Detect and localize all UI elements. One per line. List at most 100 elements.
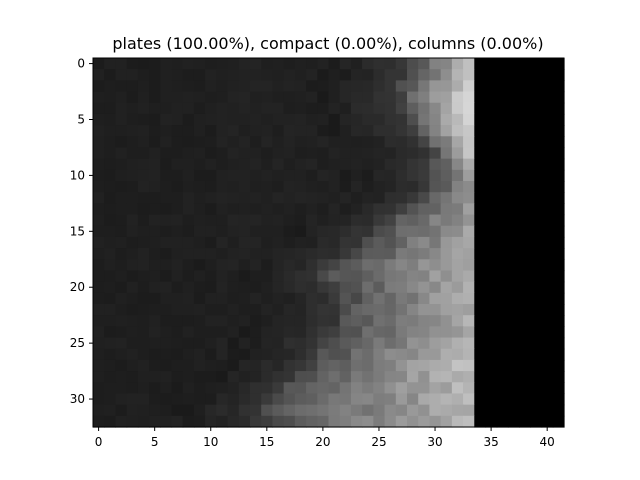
heatmap-cell xyxy=(339,58,352,70)
heatmap-cell xyxy=(463,136,475,149)
heatmap-cell xyxy=(115,348,128,361)
heatmap-cell xyxy=(328,214,341,227)
heatmap-cell xyxy=(261,415,274,428)
heatmap-cell xyxy=(552,91,565,104)
heatmap-cell xyxy=(294,359,307,372)
heatmap-cell xyxy=(104,214,117,227)
heatmap-cell xyxy=(126,80,139,93)
heatmap-cell xyxy=(552,270,565,283)
heatmap-cell xyxy=(362,169,374,182)
heatmap-cell xyxy=(149,136,161,149)
heatmap-cell xyxy=(418,214,431,227)
heatmap-cell xyxy=(306,113,318,126)
heatmap-cell xyxy=(182,326,195,339)
heatmap-cell xyxy=(373,225,386,238)
heatmap-cell xyxy=(541,382,554,395)
heatmap-cell xyxy=(440,259,453,272)
heatmap-cell xyxy=(261,348,274,361)
heatmap-cell xyxy=(519,80,531,93)
heatmap-cell xyxy=(193,136,206,149)
heatmap-cell xyxy=(283,214,296,227)
heatmap-cell xyxy=(306,181,318,193)
heatmap-cell xyxy=(541,326,554,339)
heatmap-cell xyxy=(395,248,408,260)
heatmap-cell xyxy=(272,281,285,294)
heatmap-cell xyxy=(541,91,554,104)
heatmap-cell xyxy=(463,225,475,238)
heatmap-cell xyxy=(407,69,419,81)
heatmap-cell xyxy=(552,125,565,137)
heatmap-cell xyxy=(384,281,397,294)
heatmap-cell xyxy=(474,158,487,171)
heatmap-cell xyxy=(350,181,363,193)
heatmap-cell xyxy=(552,102,565,115)
heatmap-cell xyxy=(519,326,531,339)
heatmap-cell xyxy=(440,393,453,406)
heatmap-cell xyxy=(283,236,296,249)
heatmap-cell xyxy=(238,415,251,428)
heatmap-cell xyxy=(250,248,262,260)
heatmap-cell xyxy=(193,236,206,249)
heatmap-cell xyxy=(496,203,509,216)
heatmap-cell xyxy=(418,371,431,383)
heatmap-cell xyxy=(350,315,363,327)
heatmap-cell xyxy=(317,415,330,428)
heatmap-cell xyxy=(261,270,274,283)
heatmap-cell xyxy=(407,348,419,361)
heatmap-cell xyxy=(216,382,229,395)
heatmap-cell xyxy=(238,292,251,305)
heatmap-cell xyxy=(317,91,330,104)
heatmap-cell xyxy=(463,80,475,93)
heatmap-cell xyxy=(227,214,240,227)
heatmap-cell xyxy=(362,304,374,316)
heatmap-cell xyxy=(407,315,419,327)
heatmap-cell xyxy=(485,147,498,160)
heatmap-cell xyxy=(238,359,251,372)
heatmap-cell xyxy=(115,58,128,70)
heatmap-cell xyxy=(362,80,374,93)
heatmap-cell xyxy=(171,136,184,149)
heatmap-cell xyxy=(171,125,184,137)
heatmap-cell xyxy=(418,337,431,350)
heatmap-cell xyxy=(451,225,464,238)
heatmap-cell xyxy=(306,337,318,350)
heatmap-cell xyxy=(463,125,475,137)
heatmap-cell xyxy=(306,192,318,204)
heatmap-cell xyxy=(104,169,117,182)
heatmap-cell xyxy=(104,125,117,137)
heatmap-cell xyxy=(373,404,386,417)
heatmap-cell xyxy=(541,147,554,160)
heatmap-cell xyxy=(283,125,296,137)
heatmap-cell xyxy=(272,348,285,361)
heatmap-cell xyxy=(541,192,554,204)
x-tick-label: 20 xyxy=(315,435,330,449)
heatmap-cell xyxy=(182,58,195,70)
heatmap-cell xyxy=(552,337,565,350)
heatmap-cell xyxy=(250,91,262,104)
heatmap-cell xyxy=(463,181,475,193)
heatmap-cell xyxy=(384,158,397,171)
heatmap-cell xyxy=(160,125,173,137)
heatmap-cell xyxy=(137,169,150,182)
heatmap-cell xyxy=(227,348,240,361)
heatmap-cell xyxy=(407,225,419,238)
heatmap-cell xyxy=(485,192,498,204)
heatmap-cell xyxy=(317,337,330,350)
heatmap-cell xyxy=(306,102,318,115)
heatmap-cell xyxy=(317,214,330,227)
heatmap-cell xyxy=(160,259,173,272)
heatmap-cell xyxy=(463,147,475,160)
heatmap-cell xyxy=(373,80,386,93)
heatmap-cell xyxy=(261,281,274,294)
heatmap-cell xyxy=(104,248,117,260)
heatmap-cell xyxy=(104,292,117,305)
heatmap-cell xyxy=(418,80,431,93)
heatmap-cell xyxy=(126,404,139,417)
heatmap-cell xyxy=(451,292,464,305)
heatmap-cell xyxy=(137,225,150,238)
heatmap-cell xyxy=(463,326,475,339)
heatmap-cell xyxy=(350,415,363,428)
heatmap-cell xyxy=(507,404,520,417)
heatmap-cell xyxy=(440,214,453,227)
heatmap-cell xyxy=(104,359,117,372)
